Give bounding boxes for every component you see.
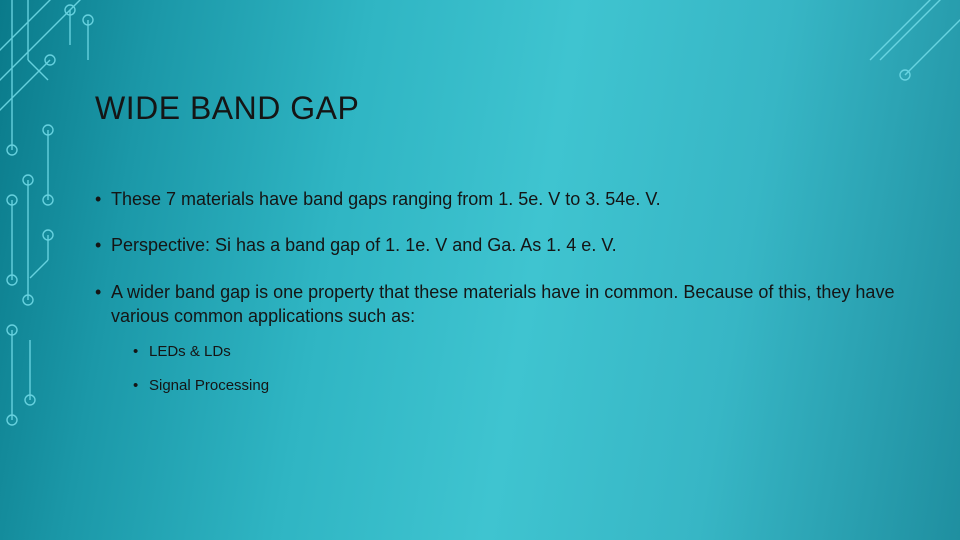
bullet-text: Perspective: Si has a band gap of 1. 1e.…: [111, 235, 617, 255]
bullet-item: These 7 materials have band gaps ranging…: [95, 187, 900, 211]
bullet-item: Perspective: Si has a band gap of 1. 1e.…: [95, 233, 900, 257]
sub-bullet-item: Signal Processing: [133, 376, 900, 396]
sub-bullet-item: LEDs & LDs: [133, 342, 900, 362]
bullet-list: These 7 materials have band gaps ranging…: [95, 187, 900, 395]
bullet-item: A wider band gap is one property that th…: [95, 280, 900, 396]
slide-title: WIDE BAND GAP: [95, 90, 900, 127]
sub-bullet-text: Signal Processing: [149, 377, 269, 394]
sub-bullet-text: LEDs & LDs: [149, 343, 231, 360]
sub-bullet-list: LEDs & LDs Signal Processing: [111, 342, 900, 395]
slide-content: WIDE BAND GAP These 7 materials have ban…: [95, 90, 900, 417]
bullet-text: A wider band gap is one property that th…: [111, 282, 894, 326]
bullet-text: These 7 materials have band gaps ranging…: [111, 189, 661, 209]
